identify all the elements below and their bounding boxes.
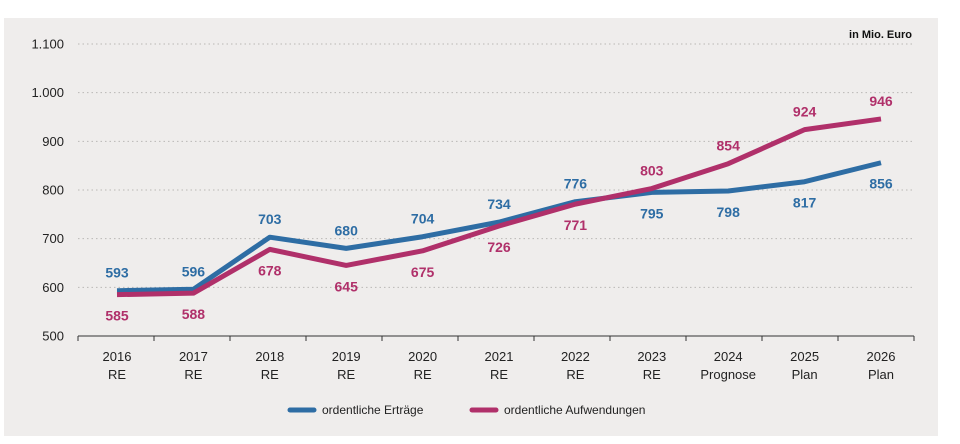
x-tick-label-year: 2020 <box>408 349 437 364</box>
data-label: 678 <box>258 262 282 278</box>
data-labels: 593 596 703 680 704 734 776 795 798 817 856 585 588 6… <box>105 93 893 324</box>
x-tick-label-type: Prognose <box>700 367 756 382</box>
x-axis: 2016 RE 2017 RE 2018 RE 2019 RE 2020 RE 2021 RE 2022… <box>77 335 915 382</box>
data-label: 795 <box>640 205 664 221</box>
data-label: 645 <box>335 278 359 294</box>
x-tick-label-type: RE <box>108 367 126 382</box>
data-label: 817 <box>793 195 817 211</box>
y-tick-label: 1.000 <box>31 85 64 100</box>
x-tick-label-type: RE <box>643 367 661 382</box>
series-lines <box>116 116 882 298</box>
x-tick-label-year: 2023 <box>637 349 666 364</box>
x-tick-label-year: 2016 <box>103 349 132 364</box>
legend-label-ertraege: ordentliche Erträge <box>322 403 424 417</box>
data-label: 726 <box>487 239 511 255</box>
x-tick-label-type: RE <box>337 367 355 382</box>
data-label: 675 <box>411 264 435 280</box>
data-label: 798 <box>717 204 741 220</box>
data-label: 854 <box>717 138 741 154</box>
data-label: 803 <box>640 163 664 179</box>
data-label: 946 <box>869 93 893 109</box>
data-label: 856 <box>869 176 893 192</box>
x-tick-label-type: RE <box>261 367 279 382</box>
data-label: 596 <box>182 263 206 279</box>
x-tick-label-year: 2025 <box>790 349 819 364</box>
y-tick-label: 800 <box>42 183 64 198</box>
data-label: 588 <box>182 306 206 322</box>
y-tick-label: 1.100 <box>31 37 64 52</box>
y-axis: 1.100 1.000 900 800 700 600 500 <box>31 37 64 344</box>
x-tick-label-year: 2021 <box>485 349 514 364</box>
x-tick-label-year: 2018 <box>255 349 284 364</box>
y-tick-label: 600 <box>42 280 64 295</box>
unit-label: in Mio. Euro <box>849 29 912 41</box>
series-line-1 <box>116 116 882 298</box>
x-tick-label-type: RE <box>566 367 584 382</box>
data-label: 593 <box>105 265 129 281</box>
y-tick-label: 500 <box>42 329 64 344</box>
data-label: 704 <box>411 211 435 227</box>
data-label: 771 <box>564 217 588 233</box>
data-label: 585 <box>105 308 129 324</box>
x-tick-label-type: RE <box>414 367 432 382</box>
y-tick-label: 900 <box>42 134 64 149</box>
y-tick-label: 700 <box>42 231 64 246</box>
legend: ordentliche Erträge ordentliche Aufwendu… <box>287 403 645 417</box>
data-label: 924 <box>793 104 817 120</box>
x-tick-label-type: RE <box>490 367 508 382</box>
x-tick-label-year: 2024 <box>714 349 743 364</box>
data-label: 680 <box>335 222 359 238</box>
x-tick-label-year: 2022 <box>561 349 590 364</box>
x-tick-label-type: RE <box>184 367 202 382</box>
data-label: 776 <box>564 176 588 192</box>
x-tick-label-type: Plan <box>792 367 818 382</box>
series-line-0 <box>116 160 882 294</box>
x-tick-label-year: 2019 <box>332 349 361 364</box>
data-label: 703 <box>258 211 282 227</box>
data-label: 734 <box>487 196 511 212</box>
x-tick-label-year: 2026 <box>867 349 896 364</box>
x-tick-label-year: 2017 <box>179 349 208 364</box>
x-tick-label-type: Plan <box>868 367 894 382</box>
legend-label-aufwendungen: ordentliche Aufwendungen <box>504 403 645 417</box>
